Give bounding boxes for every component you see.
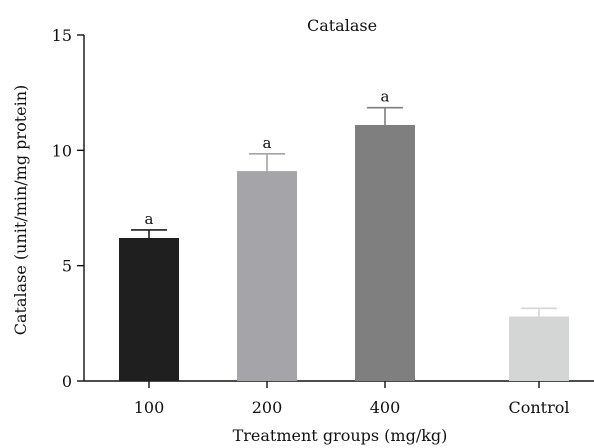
bar-2 (355, 124, 415, 382)
y-tick-label-3: 15 (52, 26, 72, 45)
y-tick-label-2: 10 (52, 141, 72, 160)
bar-annotation-1: a (263, 134, 272, 152)
bar-annotation-2: a (381, 88, 390, 106)
x-tick-label-0: 100 (134, 398, 165, 417)
x-tick-label-1: 200 (252, 398, 283, 417)
x-tick-label-3: Control (508, 398, 569, 417)
x-axis-label: Treatment groups (mg/kg) (233, 426, 448, 445)
bar-annotation-0: a (145, 210, 154, 228)
y-tick-label-0: 0 (62, 372, 72, 391)
bar-0 (119, 237, 179, 381)
y-tick-label-1: 5 (62, 257, 72, 276)
plot-area: 0 5 10 15 a 100 a 200 a 400 Control (52, 26, 570, 417)
bar-3 (509, 316, 569, 381)
chart-title: Catalase (307, 16, 377, 35)
bar-1 (237, 171, 297, 381)
y-axis-label: Catalase (unit/min/mg protein) (11, 85, 30, 336)
x-tick-label-2: 400 (370, 398, 401, 417)
